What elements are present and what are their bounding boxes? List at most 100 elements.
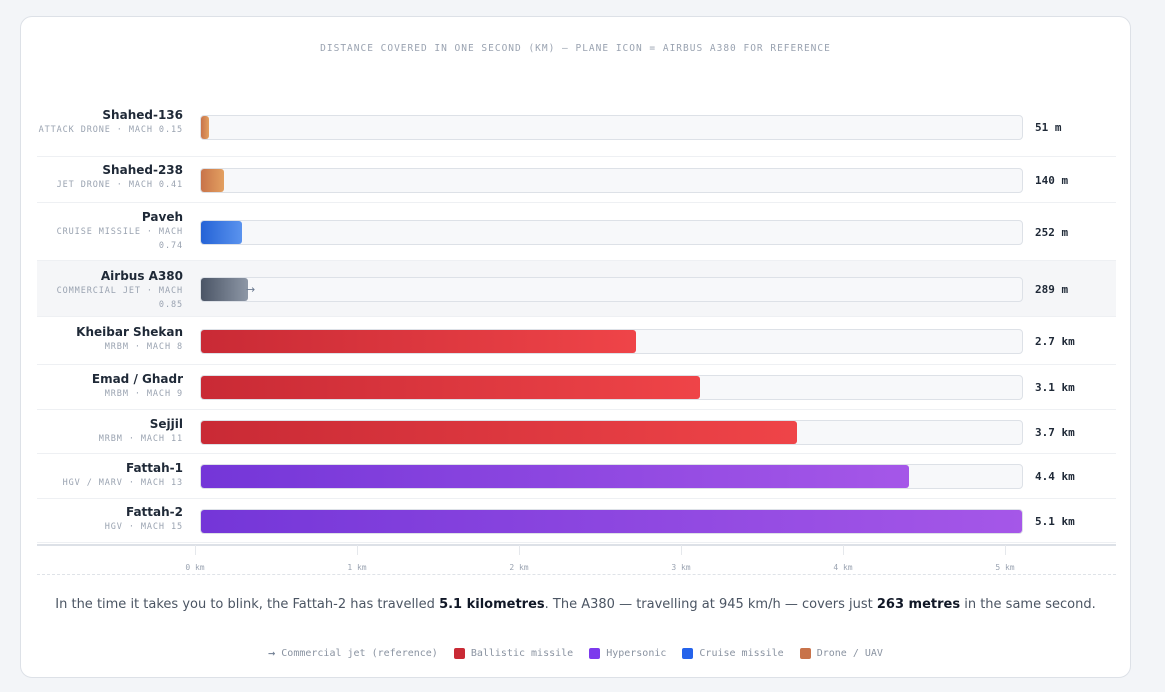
plane-icon: → — [268, 646, 276, 660]
bar-label: Fattah-2 HGV · MACH 15 — [0, 505, 183, 534]
caption: In the time it takes you to blink, the F… — [21, 597, 1130, 612]
bar-label: Fattah-1 HGV / MARV · MACH 13 — [0, 461, 183, 490]
bar-name: Shahed-238 — [102, 163, 183, 177]
bar-rows: Shahed-136 ATTACK DRONE · MACH 0.15 51 m Sh… — [37, 97, 1116, 543]
x-tick — [195, 545, 196, 555]
bar-label: Sejjil MRBM · MACH 11 — [0, 417, 183, 446]
legend: → Commercial jet (reference) Ballistic mis… — [21, 646, 1130, 660]
bar-track: → — [200, 277, 1023, 302]
caption-bold-a380: 263 metres — [876, 597, 961, 612]
legend-swatch — [682, 647, 694, 659]
legend-item: Cruise missile — [682, 646, 784, 660]
bar — [201, 278, 248, 301]
bar-name: Paveh — [141, 210, 183, 224]
x-tick-label: 5 km — [995, 563, 1015, 572]
bar-label: Kheibar Shekan MRBM · MACH 8 — [0, 325, 183, 354]
chart-card: DISTANCE COVERED IN ONE SECOND (KM) — PL… — [20, 16, 1131, 678]
bar-value-label: 252 m — [1035, 226, 1069, 239]
bar-track — [200, 168, 1023, 193]
bar-name: Emad / Ghadr — [91, 372, 183, 386]
legend-item: Ballistic missile — [453, 646, 574, 660]
bar-label: Paveh CRUISE MISSILE · MACH 0.74 — [33, 210, 183, 253]
legend-label: Drone / UAV — [816, 647, 883, 659]
bar — [201, 376, 700, 399]
divider — [37, 574, 1116, 575]
caption-post: in the same second. — [960, 597, 1096, 612]
bar-row: Sejjil MRBM · MACH 11 3.7 km — [37, 410, 1116, 454]
x-tick — [681, 545, 682, 555]
legend-swatch — [799, 647, 811, 659]
bar-track — [200, 509, 1023, 534]
bar — [201, 421, 797, 444]
bar — [201, 465, 909, 488]
bar-value-label: 3.1 km — [1035, 381, 1075, 394]
bar — [201, 510, 1022, 533]
bar-name: Sejjil — [149, 417, 183, 431]
bar-row: Fattah-2 HGV · MACH 15 5.1 km — [37, 499, 1116, 543]
legend-item: → Commercial jet (reference) — [268, 646, 438, 660]
bar-subtitle: COMMERCIAL JET · MACH 0.85 — [56, 286, 183, 310]
bar-label: Shahed-136 ATTACK DRONE · MACH 0.15 — [33, 108, 183, 137]
bar — [201, 330, 636, 353]
plane-icon: → — [246, 283, 256, 296]
x-tick-label: 4 km — [833, 563, 853, 572]
caption-bold-fattah: 5.1 kilometres — [439, 597, 545, 612]
bar-row: Kheibar Shekan MRBM · MACH 8 2.7 km — [37, 317, 1116, 365]
bar-value-label: 51 m — [1035, 121, 1062, 134]
bar-name: Fattah-1 — [125, 461, 183, 475]
bar-value-label: 3.7 km — [1035, 426, 1075, 439]
bar-name: Fattah-2 — [125, 505, 183, 519]
bar-subtitle: MRBM · MACH 9 — [104, 389, 183, 399]
x-tick — [357, 545, 358, 555]
legend-label: Hypersonic — [606, 647, 667, 659]
caption-mid: . The A380 — travelling at 945 km/h — co… — [544, 597, 877, 612]
bar-name: Kheibar Shekan — [76, 325, 183, 339]
bar-value-label: 2.7 km — [1035, 335, 1075, 348]
bar-value-label: 289 m — [1035, 283, 1069, 296]
x-tick-label: 1 km — [347, 563, 367, 572]
bar-subtitle: JET DRONE · MACH 0.41 — [56, 180, 183, 190]
chart-title: DISTANCE COVERED IN ONE SECOND (KM) — PL… — [320, 43, 831, 54]
bar-row: Paveh CRUISE MISSILE · MACH 0.74 252 m — [37, 203, 1116, 261]
legend-item: Drone / UAV — [799, 646, 883, 660]
legend-swatch — [589, 647, 601, 659]
bar-track — [200, 220, 1023, 245]
bar-subtitle: HGV / MARV · MACH 13 — [62, 478, 183, 488]
caption-pre: In the time it takes you to blink, the F… — [55, 597, 440, 612]
legend-label: Cruise missile — [699, 647, 784, 659]
bar-track — [200, 329, 1023, 354]
bar-row: Fattah-1 HGV / MARV · MACH 13 4.4 km — [37, 454, 1116, 499]
bar-row: Shahed-136 ATTACK DRONE · MACH 0.15 51 m — [37, 97, 1116, 157]
bar-subtitle: ATTACK DRONE · MACH 0.15 — [38, 125, 183, 135]
legend-label: Commercial jet (reference) — [281, 647, 438, 659]
bar-subtitle: CRUISE MISSILE · MACH 0.74 — [56, 227, 183, 251]
x-axis-line — [37, 544, 1116, 546]
legend-label: Ballistic missile — [470, 647, 574, 659]
bar — [201, 221, 242, 244]
bar-label: Airbus A380 COMMERCIAL JET · MACH 0.85 — [33, 269, 183, 312]
bar — [201, 169, 224, 192]
x-tick-label: 3 km — [671, 563, 691, 572]
bar-value-label: 5.1 km — [1035, 515, 1075, 528]
bar-track — [200, 420, 1023, 445]
bar-name: Airbus A380 — [100, 269, 183, 283]
bar-row: Emad / Ghadr MRBM · MACH 9 3.1 km — [37, 365, 1116, 410]
bar-value-label: 140 m — [1035, 174, 1069, 187]
bar-row: Airbus A380 COMMERCIAL JET · MACH 0.85 → 28… — [37, 261, 1116, 317]
bar-label: Shahed-238 JET DRONE · MACH 0.41 — [0, 163, 183, 192]
bar-label: Emad / Ghadr MRBM · MACH 9 — [0, 372, 183, 401]
bar-subtitle: MRBM · MACH 8 — [104, 342, 183, 352]
bar-row: Shahed-238 JET DRONE · MACH 0.41 140 m — [37, 157, 1116, 203]
x-tick — [1005, 545, 1006, 555]
bar-track — [200, 115, 1023, 140]
bar-track — [200, 464, 1023, 489]
x-tick-label: 0 km — [185, 563, 205, 572]
x-tick-label: 2 km — [509, 563, 529, 572]
bar — [201, 116, 209, 139]
bar-value-label: 4.4 km — [1035, 470, 1075, 483]
bar-name: Shahed-136 — [102, 108, 183, 122]
legend-swatch — [453, 647, 465, 659]
bar-subtitle: HGV · MACH 15 — [104, 522, 183, 532]
x-tick — [519, 545, 520, 555]
x-tick — [843, 545, 844, 555]
